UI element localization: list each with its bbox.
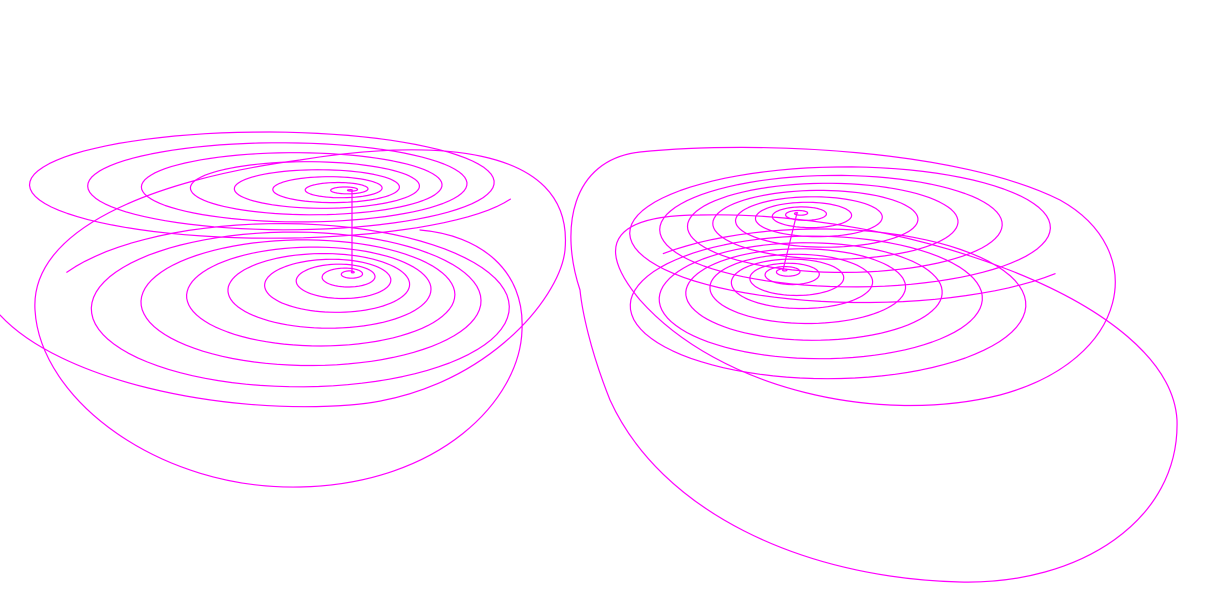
trajectory-group xyxy=(0,131,1178,583)
right-attractor-lower-lobe-spiral xyxy=(629,228,1027,380)
left-attractor-lower-lobe-spiral xyxy=(66,223,510,388)
right-attractor-upper-lobe-spiral xyxy=(629,166,1056,304)
left-attractor-upper-lobe-spiral xyxy=(28,131,511,239)
right-attractor-lobe-connector xyxy=(782,212,798,271)
left-attractor-outer-loop-1 xyxy=(0,149,566,488)
right-attractor-outer-loop-1 xyxy=(570,146,1178,583)
